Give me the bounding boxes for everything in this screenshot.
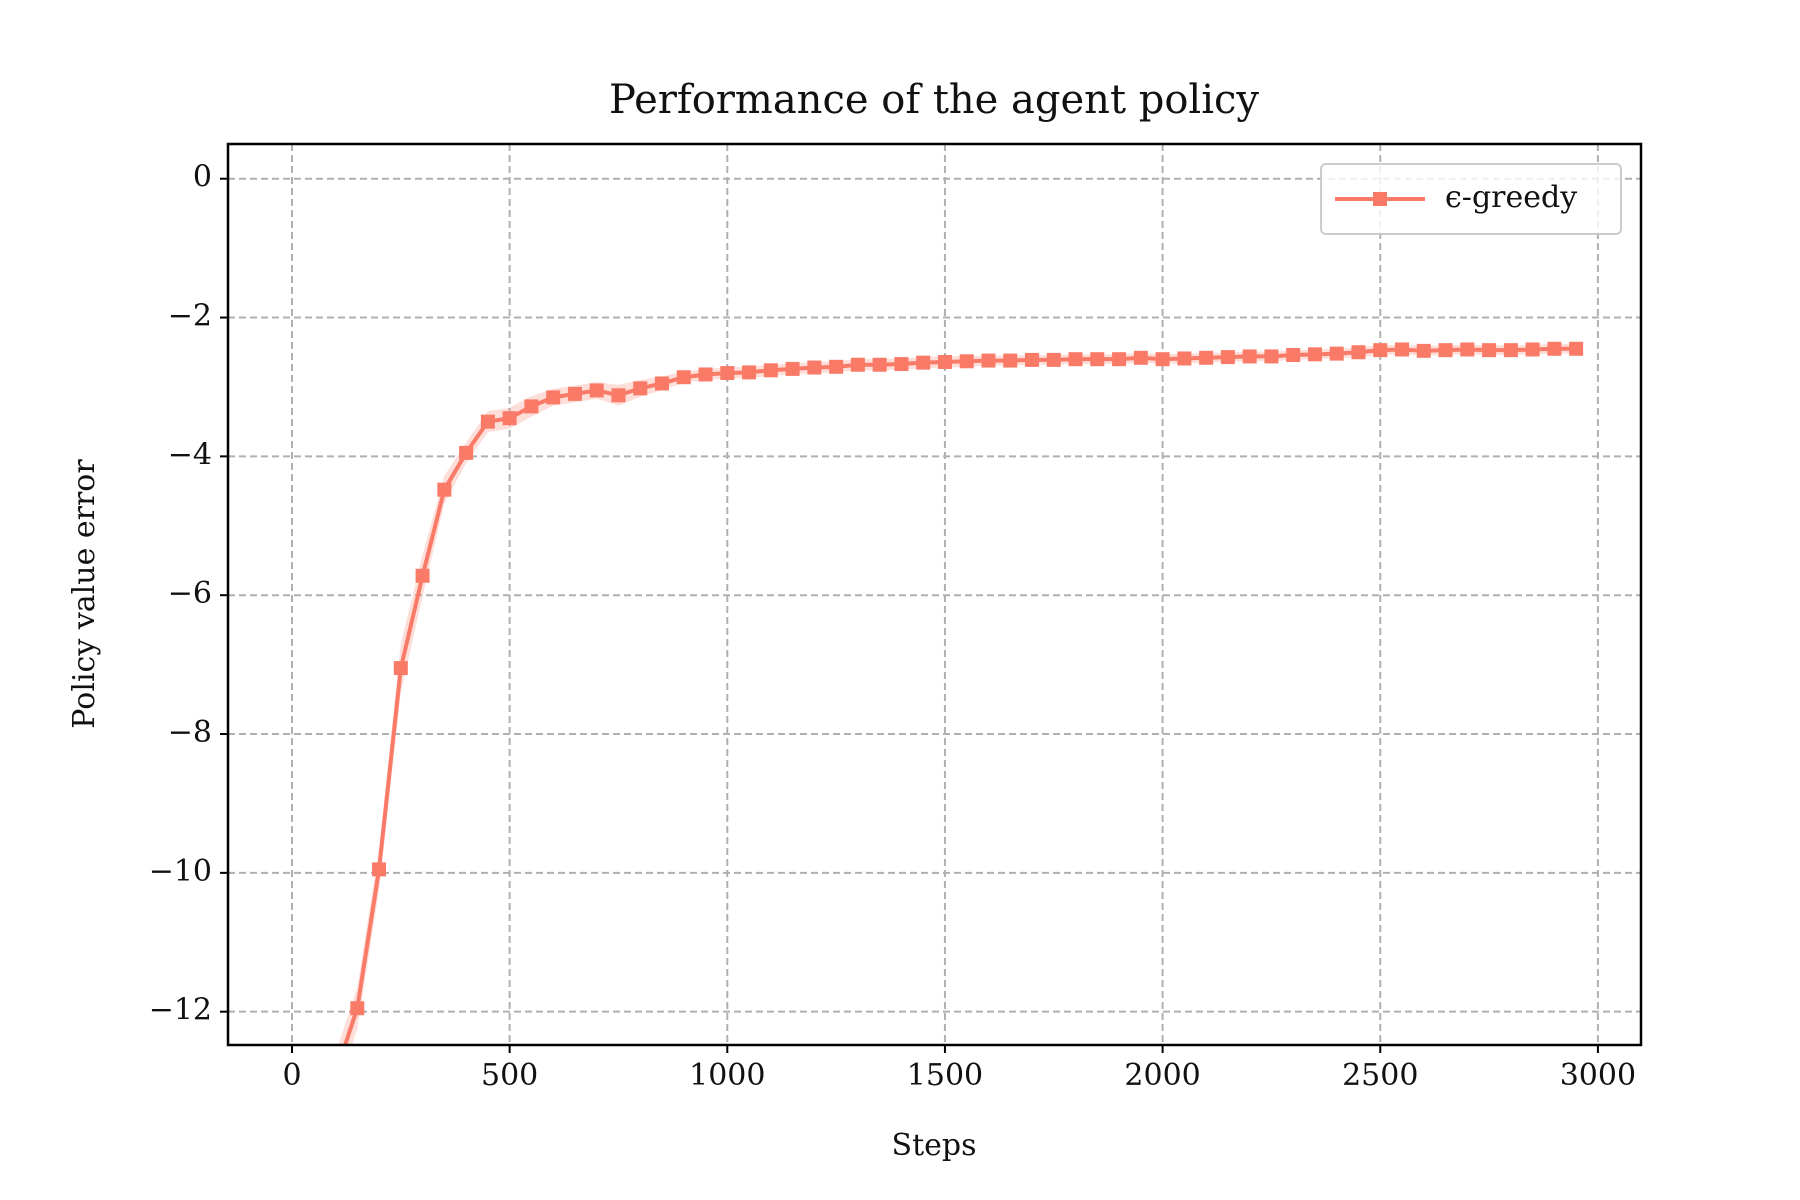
x-tick-label: 500 [481, 1058, 538, 1093]
marker [894, 357, 909, 372]
marker [785, 361, 800, 376]
marker [567, 386, 582, 401]
marker [1329, 346, 1344, 361]
marker [872, 357, 887, 372]
marker [1155, 352, 1170, 367]
marker [1525, 342, 1540, 357]
marker [807, 360, 822, 375]
y-tick-label: −4 [168, 437, 212, 472]
marker [459, 445, 474, 460]
marker [1025, 352, 1040, 367]
marker [1177, 351, 1192, 366]
legend-label: ϵ-greedy [1445, 180, 1577, 215]
marker [350, 1001, 365, 1016]
marker [437, 482, 452, 497]
marker [742, 365, 757, 380]
marker [1068, 352, 1083, 367]
marker [633, 381, 648, 396]
y-tick-label: −8 [168, 715, 212, 750]
marker [546, 390, 561, 405]
x-tick-label: 1000 [689, 1058, 765, 1093]
marker [1046, 352, 1061, 367]
y-axis-label: Policy value error [67, 459, 102, 729]
marker [1416, 343, 1431, 358]
legend: ϵ-greedy [1320, 163, 1622, 235]
marker [1286, 348, 1301, 363]
x-tick-label: 2000 [1124, 1058, 1200, 1093]
marker [1112, 352, 1127, 367]
chart-title: Performance of the agent policy [609, 77, 1259, 123]
marker [1307, 347, 1322, 362]
marker [1503, 343, 1518, 358]
y-tick-label: −2 [168, 299, 212, 334]
x-tick-label: 0 [282, 1058, 301, 1093]
marker [1569, 341, 1584, 356]
marker [1264, 349, 1279, 364]
marker [1373, 343, 1388, 358]
line [343, 346, 1577, 1045]
marker [1242, 349, 1257, 364]
marker [393, 661, 408, 676]
marker [959, 354, 974, 369]
marker [589, 383, 604, 398]
marker [1090, 352, 1105, 367]
plot-area [329, 341, 1584, 1081]
marker [916, 355, 931, 370]
marker [654, 376, 669, 391]
marker [1199, 350, 1214, 365]
marker [415, 568, 430, 583]
marker [372, 862, 387, 877]
marker [480, 414, 495, 429]
marker [1482, 343, 1497, 358]
x-tick-label: 3000 [1560, 1058, 1636, 1093]
marker [676, 370, 691, 385]
legend-marker [1373, 192, 1387, 206]
marker [1395, 342, 1410, 357]
marker [1460, 342, 1475, 357]
marker [1220, 350, 1235, 365]
grid [228, 144, 1641, 1045]
marker [524, 399, 539, 414]
marker [1547, 341, 1562, 356]
marker [1351, 345, 1366, 360]
marker [720, 366, 735, 381]
y-tick-label: −6 [168, 576, 212, 611]
marker [698, 367, 713, 382]
x-tick-label: 2500 [1342, 1058, 1418, 1093]
marker [1133, 350, 1148, 365]
y-tick-label: 0 [193, 160, 212, 195]
y-tick-label: −12 [149, 993, 212, 1028]
marker [829, 359, 844, 374]
marker [981, 353, 996, 368]
marker [611, 388, 626, 403]
marker [1003, 353, 1018, 368]
marker [1438, 343, 1453, 358]
marker [329, 1067, 343, 1081]
marker [937, 354, 952, 369]
legend-box [1320, 163, 1622, 235]
marker [850, 357, 865, 372]
marker [502, 411, 517, 426]
marker [763, 363, 778, 378]
x-tick-label: 1500 [907, 1058, 983, 1093]
y-tick-label: −10 [149, 854, 212, 889]
x-axis-label: Steps [892, 1128, 977, 1163]
